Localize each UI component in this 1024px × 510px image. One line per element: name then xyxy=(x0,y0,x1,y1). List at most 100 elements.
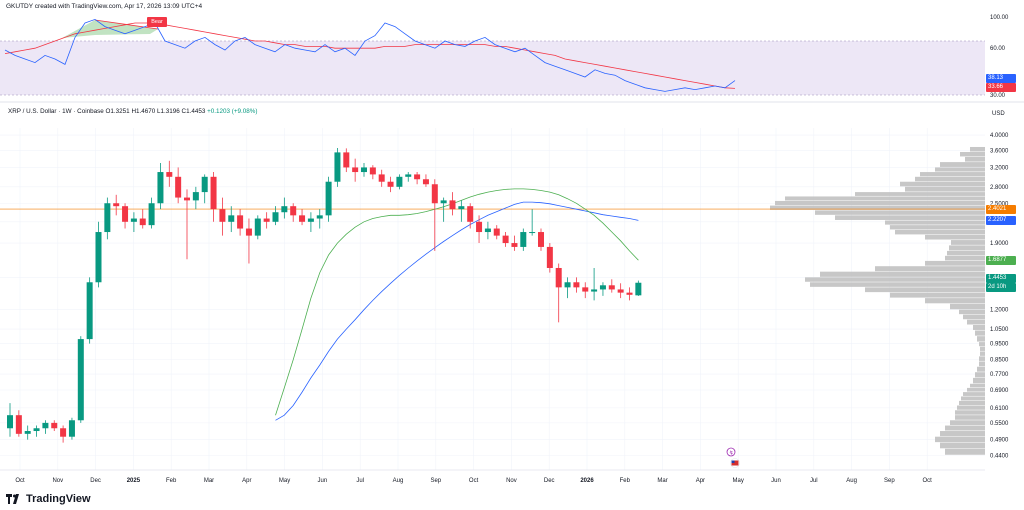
volume-profile-bar xyxy=(979,342,985,347)
volume-profile-bar xyxy=(865,287,985,293)
time-tick-label: Dec xyxy=(90,478,101,484)
volume-profile xyxy=(770,146,985,455)
price-tick-label: 0.5500 xyxy=(990,421,1009,427)
candle-up xyxy=(157,172,164,204)
candle-up xyxy=(529,232,536,234)
volume-profile-bar xyxy=(925,234,985,240)
time-tick-label: Aug xyxy=(393,478,404,484)
candle-down xyxy=(263,218,270,222)
bear-divergence-label: Bear xyxy=(147,17,167,27)
price-tick-label: 0.8500 xyxy=(990,358,1009,364)
rsi-axis-label-mid: 60.00 xyxy=(990,46,1006,52)
volume-profile-bar xyxy=(957,405,985,410)
candle-down xyxy=(546,246,553,268)
price-tick-label: 0.4400 xyxy=(990,453,1009,459)
price-gridlines xyxy=(0,128,985,470)
dividend-event-icon[interactable] xyxy=(726,447,736,457)
volume-profile-bar xyxy=(980,351,985,356)
rsi-pane[interactable]: 100.00 60.00 30.00 xyxy=(0,15,1024,103)
candle-up xyxy=(254,218,261,236)
rsi-band xyxy=(0,41,985,95)
candle-up xyxy=(316,215,323,219)
time-tick-label: Mar xyxy=(204,478,214,484)
candle-up xyxy=(86,282,93,340)
volume-profile-bar xyxy=(980,346,985,351)
volume-profile-bar xyxy=(960,151,985,157)
candle-up xyxy=(130,218,137,222)
volume-profile-bar xyxy=(979,361,985,367)
volume-profile-bar xyxy=(951,240,985,245)
time-tick-label: Feb xyxy=(620,478,631,484)
ohlc-high: H1.4670 xyxy=(131,108,156,115)
candle-up xyxy=(334,152,341,182)
tradingview-logo[interactable]: TradingView xyxy=(6,493,91,505)
price-pane[interactable]: 4.00003.60003.20002.80002.50002.20001.90… xyxy=(0,128,1009,484)
ohlc-open: O1.3251 xyxy=(105,108,130,115)
volume-profile-bar xyxy=(835,215,985,220)
candle-down xyxy=(431,184,438,204)
event-icons[interactable]: ↯ xyxy=(726,447,740,468)
candle-up xyxy=(307,218,314,222)
price-tick-label: 0.7700 xyxy=(990,372,1009,378)
price-tick-label: 1.9000 xyxy=(990,241,1009,247)
volume-profile-bar xyxy=(915,176,985,182)
price-tick-label: 0.6100 xyxy=(990,406,1009,412)
volume-profile-bar xyxy=(973,325,985,330)
candle-down xyxy=(449,200,456,210)
volume-profile-bar xyxy=(925,260,985,266)
volume-profile-bar xyxy=(885,220,985,225)
price-tick-label: 0.6900 xyxy=(990,388,1009,394)
candle-up xyxy=(520,232,527,247)
volume-profile-bar xyxy=(890,225,985,230)
volume-profile-bar xyxy=(950,420,985,426)
candle-down xyxy=(476,221,483,233)
volume-profile-bar xyxy=(975,330,985,336)
symbol-legend[interactable]: XRP / U.S. Dollar · 1W · Coinbase O1.325… xyxy=(8,108,258,115)
last-price-badge: 1.4453 xyxy=(986,274,1016,284)
price-axis[interactable]: 4.00003.60003.20002.80002.50002.20001.90… xyxy=(990,133,1009,459)
rsi-value-badge: 38.13 xyxy=(986,74,1016,83)
candle-down xyxy=(538,232,544,247)
volume-profile-bar xyxy=(940,162,985,167)
candle-up xyxy=(201,176,208,193)
volume-profile-bar xyxy=(970,383,985,388)
volume-profile-bar xyxy=(945,425,985,431)
candle-down xyxy=(290,206,297,216)
rsi-bear-fill xyxy=(62,20,158,38)
rsi-ma-value-badge: 33.66 xyxy=(986,83,1016,92)
volume-profile-bar xyxy=(975,372,985,378)
candle-down xyxy=(467,206,474,222)
candle-up xyxy=(591,289,598,292)
candle-down xyxy=(175,176,182,198)
volume-profile-bar xyxy=(945,448,985,455)
tradingview-logo-icon xyxy=(6,494,19,504)
time-tick-label: May xyxy=(733,478,744,484)
volume-profile-bar xyxy=(895,229,985,235)
candle-up xyxy=(396,176,403,187)
time-tick-label: Oct xyxy=(15,478,25,484)
candle-down xyxy=(352,167,359,173)
symbol-name[interactable]: XRP / U.S. Dollar · 1W · Coinbase xyxy=(8,108,104,115)
candle-down xyxy=(626,292,633,295)
volume-profile-bar xyxy=(959,309,985,315)
volume-profile-bar xyxy=(970,146,985,152)
candle-down xyxy=(113,203,120,207)
time-axis[interactable]: Oct Nov Dec 2025 Feb Mar Apr May Jun Jul Aug Sep Oct… xyxy=(15,478,932,484)
price-tick-label: 0.9500 xyxy=(990,342,1009,348)
volume-profile-bar xyxy=(775,200,985,206)
candle-up xyxy=(42,422,49,429)
volume-profile-bar xyxy=(955,410,985,415)
time-tick-label: Oct xyxy=(469,478,479,484)
ohlc-close: C1.4453 xyxy=(181,108,206,115)
currency-unit-label[interactable]: USD xyxy=(992,111,1005,117)
time-tick-label: 2025 xyxy=(127,478,141,484)
price-tick-label: 3.2000 xyxy=(990,165,1009,171)
candle-down xyxy=(511,243,518,247)
volume-profile-bar xyxy=(810,282,985,287)
volume-profile-bar xyxy=(890,292,985,298)
candle-up xyxy=(361,167,367,173)
time-tick-label: Oct xyxy=(923,478,933,484)
volume-profile-bar xyxy=(920,172,985,177)
us-flag-canton xyxy=(731,460,735,463)
